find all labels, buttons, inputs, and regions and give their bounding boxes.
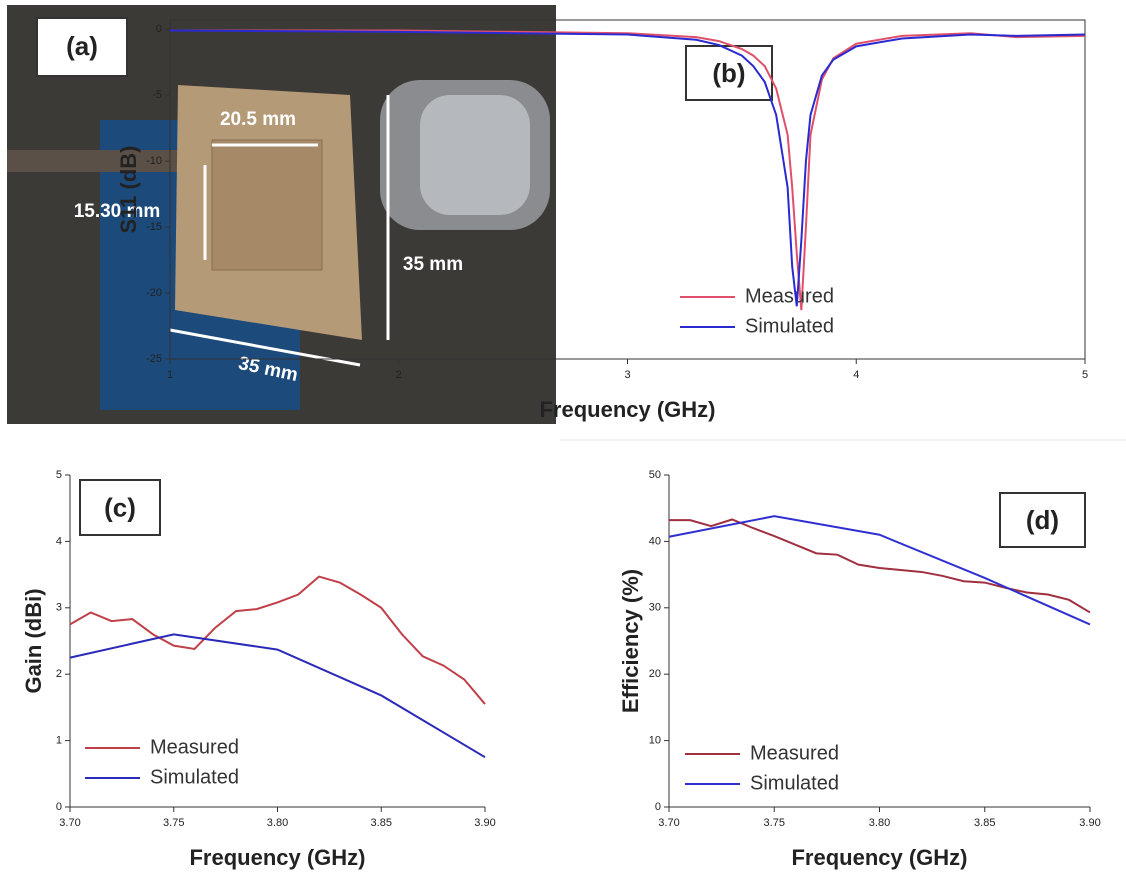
y-tick-label: -20 <box>146 287 162 299</box>
connector-ring <box>420 95 530 215</box>
y-tick-label: 1 <box>56 735 62 747</box>
legend-label: Simulated <box>750 772 839 794</box>
y-axis-label: Efficiency (%) <box>618 569 643 713</box>
x-axis-label: Frequency (GHz) <box>189 845 365 870</box>
x-tick-label: 3.80 <box>267 817 288 829</box>
x-tick-label: 3.70 <box>59 817 80 829</box>
x-tick-label: 3.90 <box>474 817 495 829</box>
x-tick-label: 3.70 <box>658 817 679 829</box>
x-tick-label: 3 <box>624 369 630 381</box>
dimension-label: 20.5 mm <box>220 109 296 130</box>
dimension-label: 35 mm <box>403 254 463 275</box>
y-tick-label: 40 <box>649 535 661 547</box>
y-tick-label: -5 <box>152 89 162 101</box>
panel-label: (b) <box>712 58 745 88</box>
photo: (a) 20.5 mm 15.30 mm 35 mm 35 mm <box>7 5 556 424</box>
legend-label: Measured <box>745 285 834 307</box>
panel-label: (d) <box>1026 505 1059 535</box>
legend-label: Measured <box>150 736 239 758</box>
y-tick-label: 4 <box>56 535 62 547</box>
x-tick-label: 5 <box>1082 369 1088 381</box>
patch <box>211 139 323 271</box>
y-tick-label: -25 <box>146 353 162 365</box>
y-tick-label: 5 <box>56 469 62 481</box>
data-line <box>69 633 486 759</box>
x-axis-label: Frequency (GHz) <box>539 397 715 422</box>
legend-label: Measured <box>750 742 839 764</box>
panel-label-box <box>999 492 1086 548</box>
x-tick-label: 3.80 <box>869 817 890 829</box>
legend-label: Simulated <box>150 766 239 788</box>
y-tick-label: 10 <box>649 735 661 747</box>
x-tick-label: 3.85 <box>371 817 392 829</box>
dimension-label: 15.30 mm <box>74 201 161 222</box>
x-axis-label: Frequency (GHz) <box>791 845 967 870</box>
x-tick-label: 3.90 <box>1079 817 1100 829</box>
data-line <box>169 29 1086 307</box>
y-axis-label: Gain (dBi) <box>21 588 46 693</box>
panel-label-box <box>36 17 128 77</box>
y-tick-label: -15 <box>146 221 162 233</box>
x-tick-label: 3.75 <box>163 817 184 829</box>
x-tick-label: 2 <box>396 369 402 381</box>
panel-label: (c) <box>104 492 136 522</box>
y-tick-label: 20 <box>649 668 661 680</box>
y-tick-label: 50 <box>649 469 661 481</box>
data-line <box>69 575 486 705</box>
y-axis-label: S11 (dB) <box>116 145 141 233</box>
x-tick-label: 3.75 <box>764 817 785 829</box>
x-tick-label: 3.85 <box>974 817 995 829</box>
y-tick-label: -10 <box>146 155 162 167</box>
y-tick-label: 0 <box>156 23 162 35</box>
clamp-bar <box>7 150 207 172</box>
y-tick-label: 2 <box>56 668 62 680</box>
data-line <box>170 29 1086 311</box>
legend-label: Simulated <box>745 315 834 337</box>
y-tick-label: 0 <box>655 801 661 813</box>
x-tick-label: 1 <box>167 369 173 381</box>
panel-label-box <box>79 479 161 536</box>
y-tick-label: 3 <box>56 602 62 614</box>
data-line <box>668 515 1091 626</box>
y-tick-label: 0 <box>56 801 62 813</box>
x-tick-label: 4 <box>853 369 859 381</box>
y-tick-label: 30 <box>649 602 661 614</box>
panel-label: (a) <box>66 31 98 61</box>
